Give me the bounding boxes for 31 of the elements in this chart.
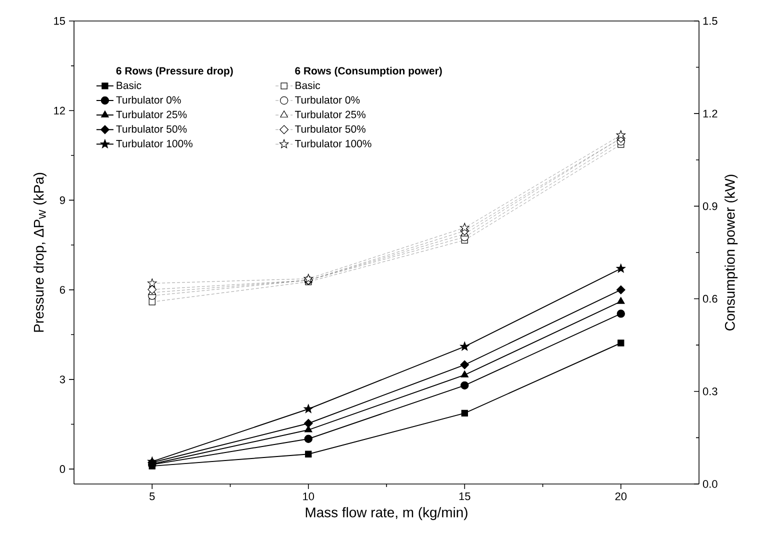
y2-tick-label: 0.6 <box>702 294 718 303</box>
legend-label: Turbulator 0% <box>116 96 181 104</box>
x-tick-label: 15 <box>459 492 470 500</box>
legend-label: Turbulator 50% <box>116 125 187 133</box>
y2-tick-label: 0.3 <box>702 388 718 396</box>
legend-label: Turbulator 50% <box>294 125 366 133</box>
y-tick-label: 3 <box>60 376 65 384</box>
y2-tick-label: 0.9 <box>702 202 718 210</box>
x-tick-label: 20 <box>615 492 627 500</box>
legend-label: Basic <box>296 81 320 90</box>
text: 6 Rows (Pressure drop) <box>116 66 233 77</box>
y-tick-label: 9 <box>60 196 65 204</box>
x-tick-label: 5 <box>150 492 155 500</box>
y2-tick-label: 0.0 <box>702 480 718 488</box>
y-tick-label: 6 <box>60 286 65 294</box>
text: 6 Rows (Consumption power) <box>295 66 442 77</box>
legend-label: Basic <box>116 81 142 90</box>
y2-tick-label: 1.5 <box>703 17 718 25</box>
y-tick-label: 15 <box>54 17 66 25</box>
x-axis-title: Mass flow rate, m (kg/min) <box>306 507 468 520</box>
y-axis-title: Pressure drop, ΔP$_{W}$ (kPa) <box>33 172 46 332</box>
legend-label: Turbulator 25% <box>294 110 366 118</box>
legend-label: Turbulator 100% <box>294 140 372 148</box>
y-tick-label: 0 <box>60 465 66 473</box>
y2-tick-label: 1.2 <box>703 110 718 118</box>
legend-label: Turbulator 25% <box>116 110 187 118</box>
legend-label: Turbulator 100% <box>116 140 192 148</box>
legend-label: Turbulator 0% <box>294 96 360 104</box>
y2-axis-title: Consumption power (kW) <box>724 174 738 330</box>
y-tick-label: 12 <box>54 106 65 114</box>
x-tick-label: 10 <box>303 492 314 500</box>
